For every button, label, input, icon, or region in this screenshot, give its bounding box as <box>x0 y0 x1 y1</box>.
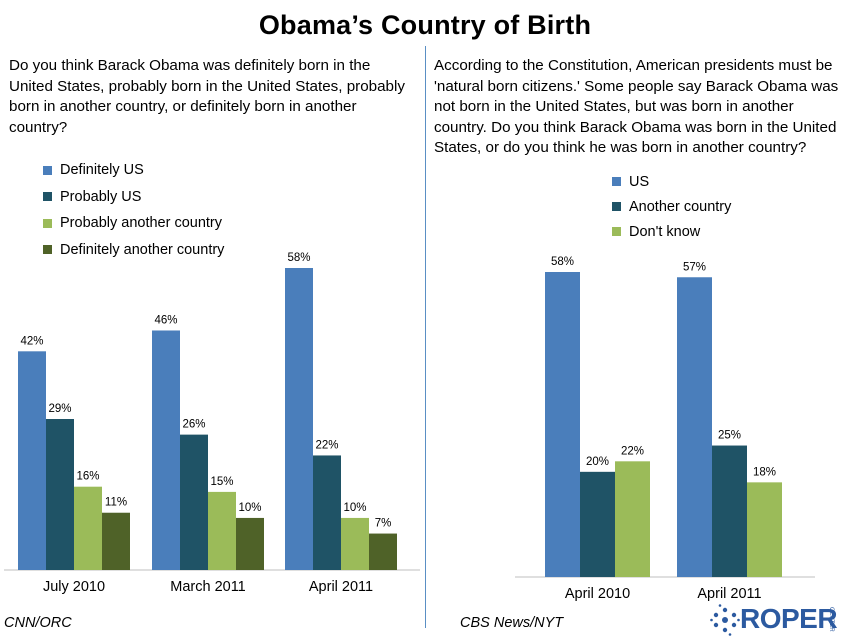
data-label: 57% <box>683 261 706 273</box>
legend-swatch <box>612 177 621 186</box>
roper-logo-icon <box>710 604 740 636</box>
legend-swatch <box>612 202 621 211</box>
bar-definitely-another-country-0 <box>102 512 130 570</box>
data-label: 22% <box>315 439 338 451</box>
data-label: 7% <box>375 518 392 530</box>
data-label: 11% <box>105 497 127 509</box>
bar-definitely-us-1 <box>152 330 180 570</box>
bar-definitely-us-2 <box>285 268 313 570</box>
right-source-label: CBS News/NYT <box>460 615 564 631</box>
data-label: 18% <box>753 466 776 478</box>
roper-logo-subtext: CENTER <box>828 607 834 632</box>
bar-definitely-another-country-2 <box>369 533 397 570</box>
legend-label: Definitely US <box>60 162 144 179</box>
chart-title: Obama’s Country of Birth <box>258 10 592 40</box>
left-question-text: Do you think Barack Obama was definitely… <box>9 57 405 136</box>
bar-definitely-us-0 <box>18 351 46 570</box>
bar-us-1 <box>677 277 712 577</box>
bar-probably-us-0 <box>46 419 74 570</box>
bar-probably-another-country-1 <box>208 491 236 570</box>
legend-swatch <box>43 192 52 202</box>
category-label: April 2010 <box>565 586 630 602</box>
category-label: March 2011 <box>170 579 246 595</box>
left-legend: Definitely US Probably US Probably anoth… <box>43 157 224 263</box>
data-label: 25% <box>718 430 741 442</box>
data-label: 10% <box>238 502 261 514</box>
roper-logo-text: ROPER <box>740 603 838 634</box>
legend-swatch <box>612 227 621 236</box>
legend-label: Definitely another country <box>60 241 225 258</box>
legend-label: Don't know <box>629 223 701 240</box>
panel-divider <box>425 46 426 628</box>
data-label: 22% <box>621 445 644 457</box>
legend-item-dont-know: Don't know <box>612 219 731 244</box>
bar-probably-another-country-2 <box>341 517 369 570</box>
legend-item-definitely-us: Definitely US <box>43 157 224 184</box>
bar-don-t-know-0 <box>615 461 650 577</box>
legend-label: Another country <box>629 198 732 215</box>
data-label: 29% <box>48 403 71 415</box>
legend-label: Probably another country <box>60 215 223 232</box>
legend-label: US <box>629 173 650 190</box>
legend-item-probably-us: Probably US <box>43 184 224 211</box>
roper-center-logo: ROPER CENTER <box>710 603 840 637</box>
data-label: 10% <box>343 502 366 514</box>
legend-label: Probably US <box>60 188 142 205</box>
legend-swatch <box>43 165 52 175</box>
legend-swatch <box>43 218 52 228</box>
data-label: 26% <box>182 419 205 431</box>
legend-item-definitely-another-country: Definitely another country <box>43 237 224 264</box>
data-label: 46% <box>154 314 177 326</box>
data-label: 20% <box>586 456 609 468</box>
data-label: 16% <box>76 471 99 483</box>
bar-another-country-0 <box>580 471 615 577</box>
bar-don-t-know-1 <box>747 482 782 577</box>
bar-probably-us-1 <box>180 434 208 570</box>
right-question-text: According to the Constitution, American … <box>434 57 839 156</box>
category-label: April 2011 <box>697 586 761 602</box>
data-label: 58% <box>551 256 574 268</box>
bar-probably-us-2 <box>313 455 341 570</box>
data-label: 42% <box>20 335 43 347</box>
bar-definitely-another-country-1 <box>236 517 264 570</box>
bar-probably-another-country-0 <box>74 486 102 570</box>
legend-item-another-country: Another country <box>612 194 731 219</box>
data-label: 58% <box>287 252 310 264</box>
bar-us-0 <box>545 272 580 577</box>
legend-item-us: US <box>612 169 731 194</box>
data-label: 15% <box>210 476 233 488</box>
bar-another-country-1 <box>712 445 747 577</box>
category-label: July 2010 <box>43 579 105 595</box>
left-source-label: CNN/ORC <box>4 615 72 631</box>
legend-item-probably-another-country: Probably another country <box>43 210 224 237</box>
legend-swatch <box>43 245 52 255</box>
category-label: April 2011 <box>309 579 373 595</box>
right-legend: US Another country Don't know <box>612 169 731 244</box>
